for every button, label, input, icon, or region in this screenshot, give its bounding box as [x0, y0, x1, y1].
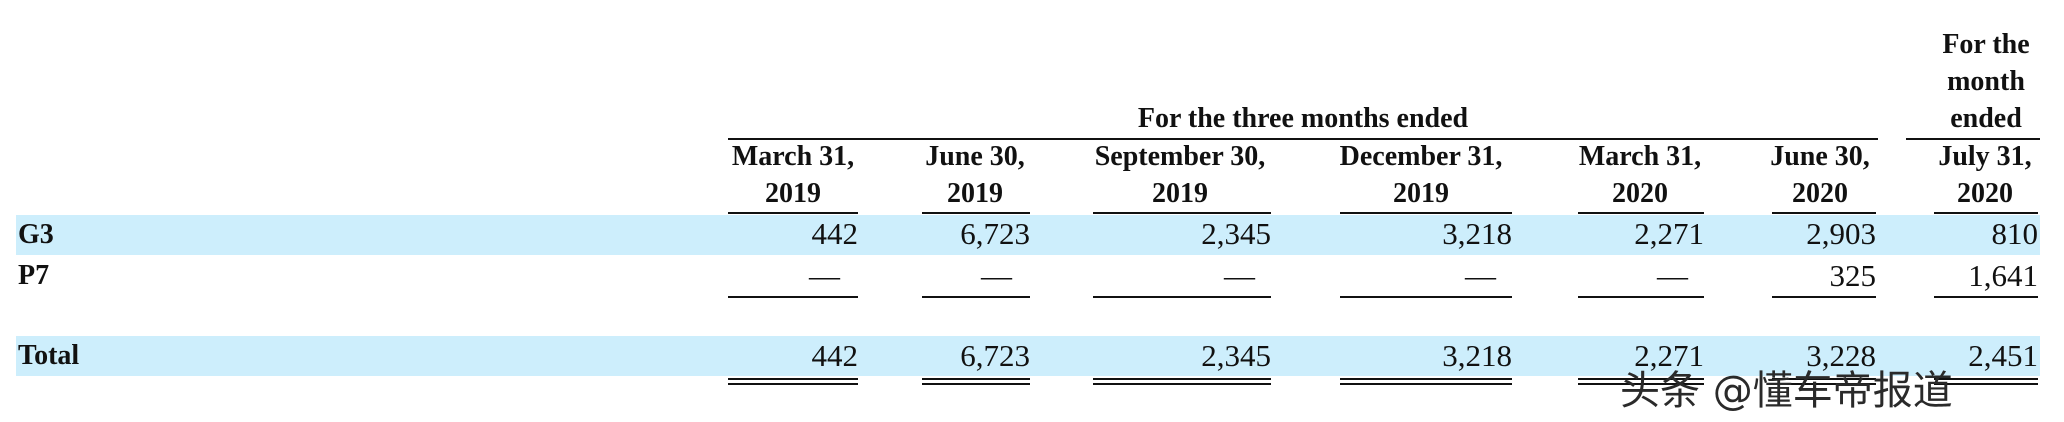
cell: 2,271	[1634, 338, 1704, 373]
col-underline	[1093, 212, 1271, 214]
subtotal-rule	[728, 296, 858, 298]
row-band-total	[16, 336, 2040, 376]
row-label-g3: G3	[18, 219, 54, 250]
col-header-line1: June 30,	[1770, 141, 1870, 172]
cell: 6,723	[960, 338, 1030, 373]
col-header-line2: 2019	[1152, 178, 1208, 209]
cell: 3,218	[1442, 338, 1512, 373]
row-band-g3	[16, 215, 2040, 255]
cell: 2,903	[1806, 216, 1876, 251]
cell: 325	[1829, 258, 1877, 293]
single-header-text: For the month ended	[1942, 29, 2030, 134]
cell: 442	[811, 338, 859, 373]
cell: —	[981, 258, 1012, 293]
subtotal-rule	[1093, 296, 1271, 298]
row-label-total: Total	[18, 340, 80, 371]
cell: 810	[1991, 216, 2039, 251]
cell: 3,218	[1442, 216, 1512, 251]
col-underline	[922, 212, 1030, 214]
col-header-line1: July 31,	[1938, 141, 2032, 172]
col-header-line2: 2020	[1792, 178, 1848, 209]
group-header: For the three months ended	[1137, 103, 1469, 134]
cell: 2,345	[1201, 338, 1271, 373]
col-header-line1: June 30,	[925, 141, 1025, 172]
single-header: For the month ended	[1920, 26, 2052, 137]
col-header-line1: September 30,	[1094, 141, 1266, 172]
row-label-p7: P7	[18, 260, 50, 291]
col-underline	[1340, 212, 1512, 214]
cell: 3,228	[1806, 338, 1876, 373]
col-header-line1: March 31,	[1578, 141, 1702, 172]
col-header-line2: 2020	[1612, 178, 1668, 209]
col-header-line1: December 31,	[1339, 141, 1503, 172]
cell: —	[1465, 258, 1496, 293]
col-header-line2: 2019	[947, 178, 1003, 209]
col-header-line2: 2019	[1393, 178, 1449, 209]
col-underline	[728, 212, 858, 214]
cell: —	[1657, 258, 1688, 293]
subtotal-rule	[922, 296, 1030, 298]
subtotal-rule	[1578, 296, 1704, 298]
subtotal-rule	[1934, 296, 2038, 298]
col-underline	[1578, 212, 1704, 214]
col-underline	[1934, 212, 2038, 214]
col-header-line2: 2020	[1957, 178, 2013, 209]
cell: 6,723	[960, 216, 1030, 251]
cell: 2,345	[1201, 216, 1271, 251]
cell: —	[809, 258, 840, 293]
cell: 442	[811, 216, 859, 251]
cell: 2,451	[1968, 338, 2038, 373]
col-header-line1: March 31,	[731, 141, 855, 172]
subtotal-rule	[1340, 296, 1512, 298]
col-underline	[1772, 212, 1876, 214]
subtotal-rule	[1772, 296, 1876, 298]
col-header-line2: 2019	[765, 178, 821, 209]
cell: 2,271	[1634, 216, 1704, 251]
cell: 1,641	[1968, 258, 2038, 293]
group-header-rule	[728, 138, 1878, 140]
cell: —	[1224, 258, 1255, 293]
single-header-rule	[1906, 138, 2040, 140]
watermark: 头条 @懂车帝报道	[1620, 368, 1953, 414]
